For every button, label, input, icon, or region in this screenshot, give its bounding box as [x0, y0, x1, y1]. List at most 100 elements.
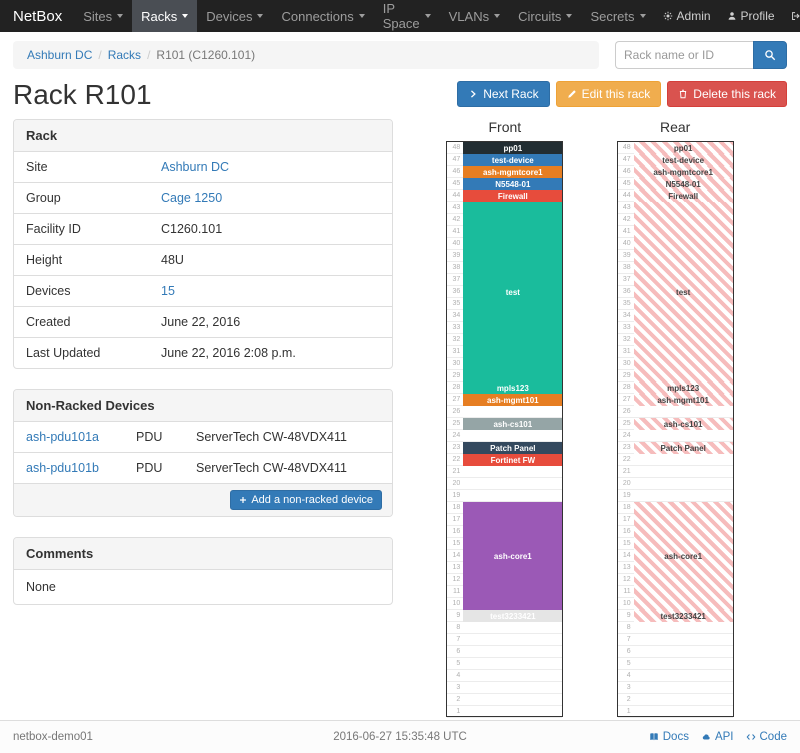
rack-device-rear[interactable]: Patch Panel	[633, 442, 733, 454]
rack-device-front[interactable]: test	[463, 202, 563, 382]
unit-number: 11	[623, 588, 631, 595]
unit-number: 16	[622, 528, 631, 535]
rack-device-front[interactable]: Fortinet FW	[463, 454, 563, 466]
breadcrumb-link[interactable]: Ashburn DC	[27, 48, 93, 62]
search-input[interactable]	[615, 41, 753, 69]
rack-actions: Next Rack Edit this rack Delete this rac…	[457, 81, 787, 107]
nav-admin[interactable]: Admin	[655, 0, 719, 32]
rack-device-front[interactable]: ash-mgmt101	[463, 394, 563, 406]
rack-attr-row: Group Cage 1250	[14, 182, 392, 214]
search-button[interactable]	[753, 41, 787, 69]
caret-down-icon	[494, 14, 501, 18]
rack-unit: 26	[617, 406, 733, 418]
rack-unit: 6	[617, 646, 733, 658]
rack-device-rear[interactable]: ash-mgmtcore1	[633, 166, 733, 178]
page-header: Rack R101 Next Rack Edit this rack Delet…	[13, 79, 787, 111]
nav-item-secrets[interactable]: Secrets	[581, 0, 654, 32]
rack-device-front[interactable]: test3233421	[463, 610, 563, 622]
footer-link-docs[interactable]: Docs	[649, 731, 689, 743]
unit-number: 13	[622, 564, 631, 571]
unit-number: 12	[452, 576, 461, 583]
rack-unit: 21	[617, 466, 733, 478]
footer-timestamp: 2016-06-27 15:35:48 UTC	[333, 731, 467, 743]
nav-item-vlans[interactable]: VLANs	[440, 0, 509, 32]
nav-item-label: Secrets	[590, 8, 635, 24]
rack-device-rear[interactable]: Firewall	[633, 190, 733, 202]
main-content: Rack Site Ashburn DC Group Cage 1250 Facilit…	[13, 119, 787, 718]
book-icon	[649, 732, 659, 742]
rack-device-rear[interactable]: N5548-01	[633, 178, 733, 190]
add-non-racked-device-button[interactable]: Add a non-racked device	[230, 490, 382, 510]
caret-down-icon	[117, 14, 124, 18]
rack-device-rear[interactable]: pp01	[633, 142, 733, 154]
attr-value-link[interactable]: Cage 1250	[161, 191, 223, 205]
front-elevation: 48 47 46 45 44 43 42 41 40 39 38 37 36 35 34 33 32 31 30 29…	[446, 141, 564, 718]
rack-device-front[interactable]: ash-cs101	[463, 418, 563, 430]
footer-link-label: API	[714, 731, 734, 743]
nav-profile[interactable]: Profile	[719, 0, 783, 32]
unit-number: 2	[456, 696, 461, 703]
non-racked-panel-footer: Add a non-racked device	[14, 483, 392, 516]
brand-link[interactable]: NetBox	[13, 7, 63, 25]
search-icon	[764, 49, 776, 61]
delete-rack-button[interactable]: Delete this rack	[667, 81, 787, 107]
nav-item-circuits[interactable]: Circuits	[509, 0, 581, 32]
rack-device-front[interactable]: Patch Panel	[463, 442, 563, 454]
rack-device-front[interactable]: ash-core1	[463, 502, 563, 610]
rack-device-front[interactable]: mpls123	[463, 382, 563, 394]
unit-number: 27	[452, 396, 461, 403]
attr-value-link[interactable]: 15	[161, 284, 175, 298]
next-rack-button[interactable]: Next Rack	[457, 81, 550, 107]
edit-rack-button[interactable]: Edit this rack	[555, 81, 662, 107]
nav-item-label: IP Space	[382, 1, 420, 31]
device-link[interactable]: ash-pdu101b	[26, 461, 99, 475]
rack-unit: 2	[447, 694, 563, 706]
attr-label: Facility ID	[14, 213, 149, 245]
nav-item-label: VLANs	[448, 8, 490, 24]
nav-item-sites[interactable]: Sites	[74, 0, 132, 32]
rack-rear: Rear 48 47 46 45 44 43 42 41 40 39 38 37 36 35 34 33 32 3…	[616, 119, 734, 718]
rack-device-rear[interactable]: ash-mgmt101	[633, 394, 733, 406]
device-link[interactable]: ash-pdu101a	[26, 430, 99, 444]
rack-device-rear[interactable]: ash-core1	[633, 502, 733, 610]
breadcrumb: Ashburn DC / Racks / R101 (C1260.101)	[13, 41, 599, 69]
non-racked-row: ash-pdu101a PDU ServerTech CW-48VDX411	[14, 422, 392, 453]
attr-value-link[interactable]: Ashburn DC	[161, 160, 230, 174]
non-racked-panel: Non-Racked Devices ash-pdu101a PDU ServerT…	[13, 389, 393, 517]
rear-elevation-title: Rear	[659, 119, 691, 135]
unit-number: 34	[452, 312, 461, 319]
rack-device-front[interactable]: Firewall	[463, 190, 563, 202]
rack-device-front[interactable]: pp01	[463, 142, 563, 154]
nav-log-out[interactable]: Log out	[783, 0, 800, 32]
footer-link-code[interactable]: Code	[746, 731, 787, 743]
unit-number: 12	[622, 576, 631, 583]
rack-device-rear[interactable]: test3233421	[633, 610, 733, 622]
rack-device-front[interactable]: ash-mgmtcore1	[463, 166, 563, 178]
device-role-cell: PDU	[136, 430, 163, 444]
rack-device-front[interactable]: N5548-01	[463, 178, 563, 190]
rack-device-rear[interactable]: mpls123	[633, 382, 733, 394]
rack-device-front[interactable]: test-device	[463, 154, 563, 166]
unit-number: 47	[622, 156, 631, 163]
rack-unit: 5	[617, 658, 733, 670]
rack-device-rear[interactable]: test	[633, 202, 733, 382]
unit-number: 38	[622, 264, 631, 271]
gear-icon	[663, 11, 673, 21]
nav-item-ip-space[interactable]: IP Space	[374, 0, 440, 32]
rack-device-rear[interactable]: ash-cs101	[633, 418, 733, 430]
unit-number: 40	[452, 240, 461, 247]
rack-unit: 3	[617, 682, 733, 694]
unit-number: 8	[626, 624, 631, 631]
unit-number: 21	[622, 468, 631, 475]
unit-number: 2	[626, 696, 631, 703]
rack-unit: 24	[447, 430, 563, 442]
nav-item-racks[interactable]: Racks	[132, 0, 198, 32]
breadcrumb-link[interactable]: Racks	[107, 48, 142, 62]
nav-item-devices[interactable]: Devices	[197, 0, 272, 32]
unit-number: 16	[452, 528, 461, 535]
footer-link-api[interactable]: API	[701, 731, 734, 743]
rack-device-rear[interactable]: test-device	[633, 154, 733, 166]
nav-item-connections[interactable]: Connections	[272, 0, 373, 32]
unit-number: 27	[622, 396, 631, 403]
